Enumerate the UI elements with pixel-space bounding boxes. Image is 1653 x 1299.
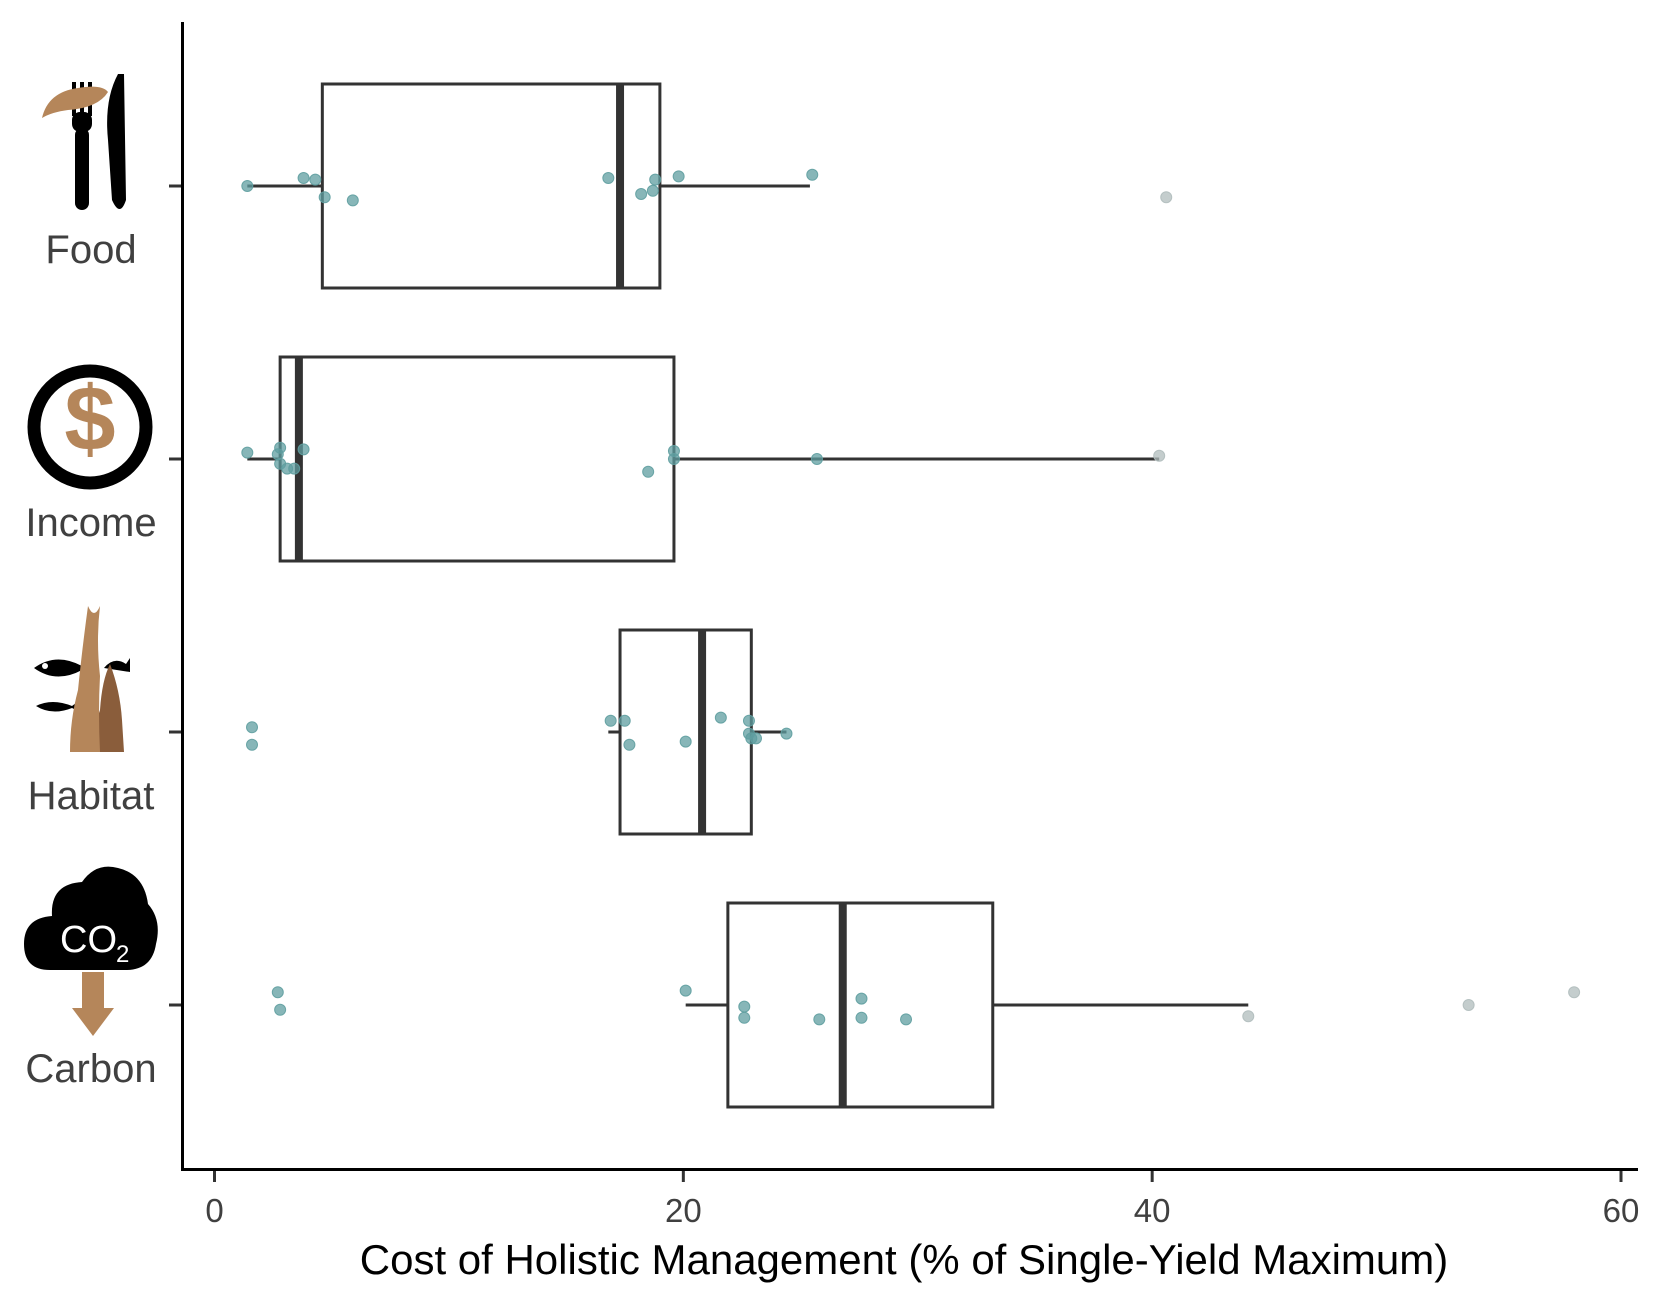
category-label-carbon: Carbon — [25, 1047, 156, 1091]
data-point-income — [1153, 449, 1166, 462]
box-habitat — [618, 628, 753, 836]
co2-cloud-icon: CO 2 — [24, 866, 158, 1036]
y-categories: Food Income Habitat Carbon — [25, 184, 181, 1091]
data-point-carbon — [274, 1003, 287, 1016]
data-point-income — [288, 462, 301, 475]
axes — [181, 22, 1638, 1171]
box-food — [320, 82, 662, 290]
data-point-habitat — [679, 735, 692, 748]
data-point-habitat — [714, 711, 727, 724]
data-point-income — [241, 446, 254, 459]
data-point-income — [274, 441, 287, 454]
data-point-habitat — [623, 738, 636, 751]
x-tick-label-0: 0 — [205, 1192, 223, 1229]
x-tick-label-60: 60 — [1603, 1192, 1640, 1229]
x-tick-label-40: 40 — [1134, 1192, 1171, 1229]
data-point-food — [646, 184, 659, 197]
data-point-carbon — [738, 1000, 751, 1013]
data-point-food — [649, 173, 662, 186]
data-point-food — [309, 173, 322, 186]
data-point-carbon — [855, 1011, 868, 1024]
data-point-habitat — [246, 738, 259, 751]
box-carbon — [726, 901, 995, 1109]
boxes-layer — [247, 82, 1249, 1109]
data-point-carbon — [813, 1013, 826, 1026]
co2-text: CO — [60, 919, 117, 961]
x-axis-title: Cost of Holistic Management (% of Single… — [360, 1236, 1449, 1283]
data-point-food — [672, 170, 685, 183]
category-label-food: Food — [45, 228, 136, 272]
data-point-habitat — [750, 732, 763, 745]
fork-knife-icon — [42, 74, 126, 210]
data-point-carbon — [900, 1013, 913, 1026]
category-label-habitat: Habitat — [28, 774, 155, 818]
x-ticks: 0 20 40 60 — [205, 1171, 1639, 1229]
data-point-food — [346, 194, 359, 207]
data-point-food — [602, 172, 615, 184]
data-point-income — [297, 443, 310, 456]
box-income — [278, 355, 676, 563]
data-point-food — [241, 180, 254, 192]
data-point-habitat — [618, 714, 631, 727]
dollar-glyph: $ — [64, 368, 115, 470]
data-point-food — [297, 172, 310, 184]
data-point-carbon — [855, 992, 868, 1005]
data-point-habitat — [246, 721, 259, 734]
data-point-income — [642, 465, 655, 478]
data-point-carbon — [1568, 986, 1581, 999]
data-point-carbon — [738, 1011, 751, 1024]
data-point-habitat — [742, 714, 755, 727]
data-point-income — [667, 453, 680, 465]
data-point-habitat — [604, 714, 617, 727]
category-label-income: Income — [25, 501, 156, 545]
data-point-carbon — [679, 984, 692, 997]
data-point-income — [810, 453, 823, 465]
data-point-carbon — [1242, 1010, 1255, 1023]
data-point-carbon — [1462, 999, 1475, 1011]
data-point-habitat — [780, 727, 793, 740]
co2-subscript: 2 — [116, 941, 129, 968]
data-point-carbon — [271, 986, 284, 999]
data-point-food — [806, 168, 819, 181]
data-point-food — [318, 191, 331, 204]
data-point-food — [1160, 191, 1173, 204]
data-point-food — [635, 188, 648, 200]
points-layer — [241, 168, 1581, 1026]
fish-kelp-icon — [34, 606, 130, 752]
dollar-coin-icon: $ — [27, 364, 153, 490]
x-tick-label-20: 20 — [665, 1192, 702, 1229]
